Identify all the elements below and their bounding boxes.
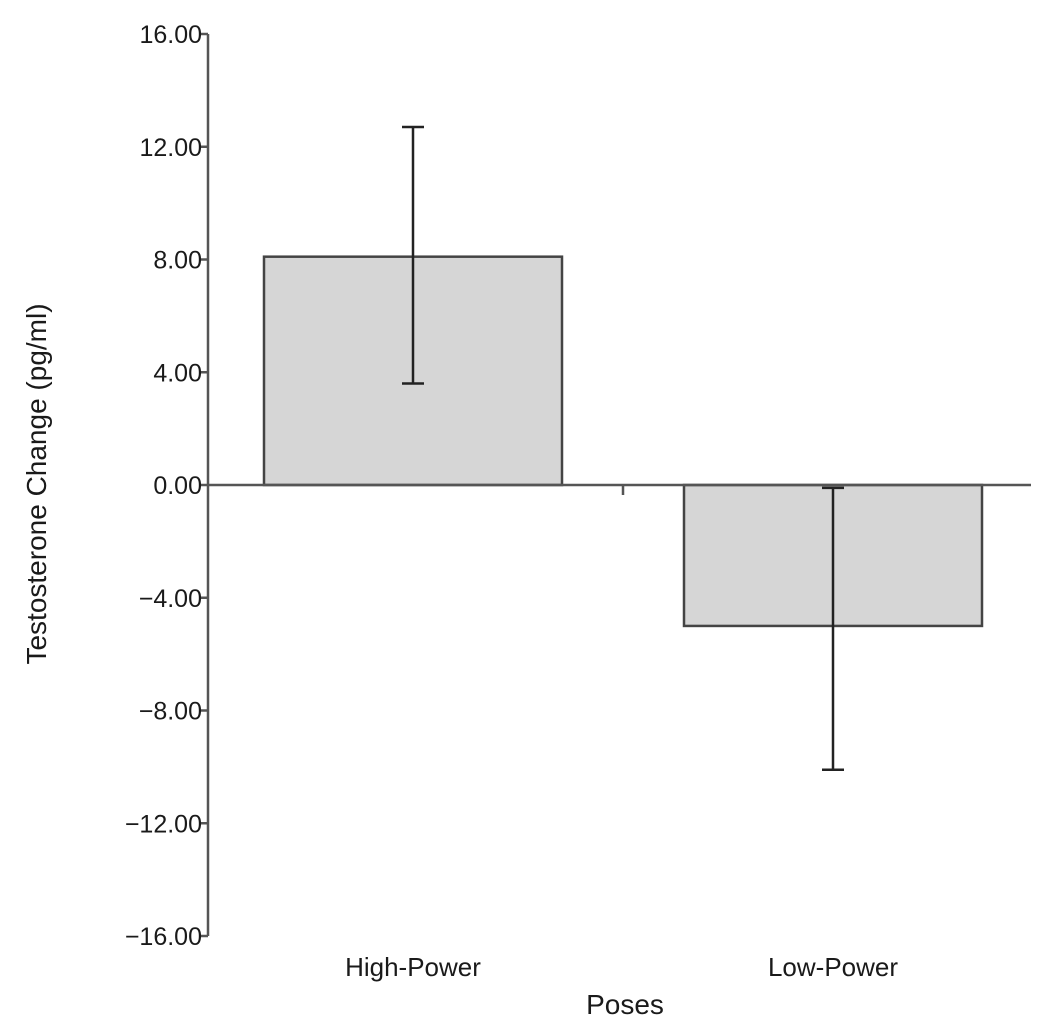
y-tick-label: −12.00 xyxy=(125,810,202,838)
y-tick-label: 0.00 xyxy=(153,472,202,500)
y-tick-label: 4.00 xyxy=(153,359,202,387)
y-tick-label: 8.00 xyxy=(153,247,202,275)
x-axis-labels: High-Power Low-Power xyxy=(345,952,898,982)
x-category-label: High-Power xyxy=(345,952,481,982)
y-axis-title: Testosterone Change (pg/ml) xyxy=(21,303,52,664)
y-axis: 16.00 12.00 8.00 4.00 0.00 −4.00 −8.00 −12.00 −1… xyxy=(125,21,210,951)
x-axis-title: Poses xyxy=(586,989,664,1020)
bars-layer xyxy=(262,255,984,628)
y-tick-label: −4.00 xyxy=(139,585,202,613)
error-bars-layer xyxy=(402,125,844,771)
y-tick-label: 16.00 xyxy=(139,21,202,49)
zero-line-layer xyxy=(208,483,1031,495)
y-tick-label: −16.00 xyxy=(125,923,202,951)
y-tick-label: 12.00 xyxy=(139,134,202,162)
x-category-label: Low-Power xyxy=(768,952,898,982)
y-tick-label: −8.00 xyxy=(139,698,202,726)
